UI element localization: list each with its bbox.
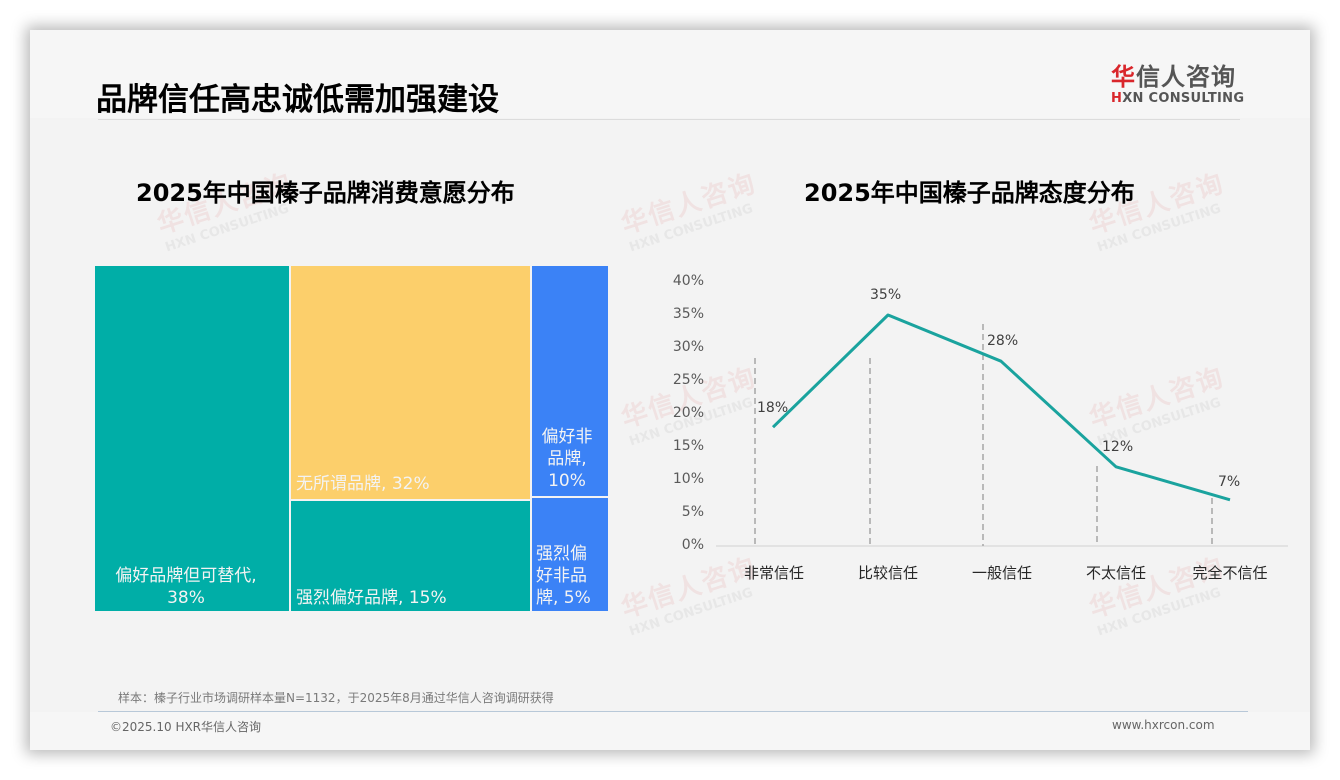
slide: 品牌信任高忠诚低需加强建设 华信人咨询 HXN CONSULTING 华信人咨询… [30, 30, 1310, 750]
logo-cn-text: 信人咨询 [1136, 63, 1236, 91]
title-divider [98, 119, 1240, 120]
treemap-title: 2025年中国榛子品牌消费意愿分布 [136, 179, 515, 207]
logo-en-text: XN CONSULTING [1122, 91, 1245, 106]
data-label: 7% [1218, 473, 1241, 490]
logo-en: HXN CONSULTING [1111, 91, 1246, 107]
watermark: 华信人咨询 HXN CONSULTING [617, 168, 761, 256]
copyright: ©2025.10 HXR华信人咨询 [110, 720, 262, 734]
x-tick-label: 非常信任 [743, 564, 805, 582]
sample-note: 样本：榛子行业市场调研样本量N=1132，于2025年8月通过华信人咨询调研获得 [118, 691, 554, 705]
tile-label: 无所谓品牌, 32% [296, 474, 430, 494]
logo-en-accent: H [1111, 91, 1123, 106]
treemap-tile-strong-prefer-non-brand[interactable]: 强烈偏 好非品 牌, 5% [532, 498, 608, 611]
x-tick-label: 比较信任 [857, 564, 919, 582]
y-tick-label: 35% [672, 306, 704, 322]
treemap-tile-prefer-non-brand[interactable]: 偏好非 品牌, 10% [532, 266, 608, 496]
data-label: 35% [870, 287, 902, 303]
y-tick-label: 10% [672, 471, 704, 487]
treemap-tile-strong-prefer-brand[interactable]: 强烈偏好品牌, 15% [291, 501, 530, 611]
line-chart: 0% 5% 10% 15% 20% 25% 30% 35% 40% 非常信任 比较信任 一般信任 不太… [650, 270, 1300, 600]
page-title: 品牌信任高忠诚低需加强建设 [96, 82, 499, 118]
tile-label: 强烈偏 好非品 牌, 5% [536, 544, 591, 608]
line-plot-area [716, 313, 1288, 547]
data-label: 18% [757, 400, 789, 417]
footer-divider [98, 711, 1248, 712]
y-tick-label: 0% [681, 537, 704, 553]
footer-band [30, 712, 1310, 750]
y-tick-label: 40% [672, 273, 704, 289]
x-tick-label: 不太信任 [1085, 564, 1147, 582]
y-tick-label: 30% [672, 339, 704, 355]
logo-accent: 华 [1111, 63, 1136, 91]
y-tick-label: 25% [672, 372, 704, 388]
line-chart-title: 2025年中国榛子品牌态度分布 [804, 179, 1135, 207]
data-label: 12% [1102, 438, 1134, 455]
trust-line-series[interactable] [771, 313, 1231, 502]
treemap-tile-indifferent[interactable]: 无所谓品牌, 32% [291, 266, 530, 499]
y-tick-label: 5% [681, 504, 704, 520]
y-tick-label: 20% [672, 405, 704, 421]
website-link[interactable]: www.hxrcon.com [1112, 718, 1215, 732]
header-band [30, 30, 1310, 118]
x-tick-label: 一般信任 [971, 564, 1033, 582]
x-tick-label: 完全不信任 [1192, 564, 1268, 582]
treemap-tile-prefer-brand-replaceable[interactable]: 偏好品牌但可替代, 38% [95, 266, 289, 611]
logo-cn: 华信人咨询 [1111, 63, 1246, 91]
treemap-chart: 偏好品牌但可替代, 38% 无所谓品牌, 32% 强烈偏好品牌, 15% 偏好非品… [95, 266, 608, 611]
tile-label: 偏好非 品牌, 10% [541, 427, 593, 491]
y-tick-label: 15% [672, 438, 704, 454]
company-logo: 华信人咨询 HXN CONSULTING [1111, 63, 1246, 107]
tile-label: 偏好品牌但可替代, 38% [115, 566, 257, 608]
data-label: 28% [987, 333, 1019, 350]
tile-label: 强烈偏好品牌, 15% [296, 588, 447, 608]
